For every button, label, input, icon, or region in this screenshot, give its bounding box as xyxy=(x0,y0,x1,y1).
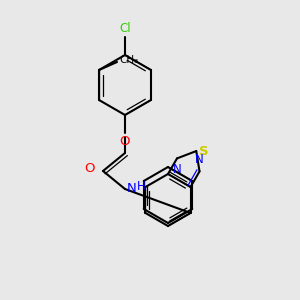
Text: H: H xyxy=(137,181,146,194)
Text: CH₃: CH₃ xyxy=(119,55,138,65)
Text: N: N xyxy=(195,153,204,167)
Text: Cl: Cl xyxy=(119,22,131,35)
Text: O: O xyxy=(85,163,95,176)
Text: N: N xyxy=(172,164,182,176)
Text: N: N xyxy=(127,182,137,196)
Text: S: S xyxy=(199,145,209,158)
Text: O: O xyxy=(120,135,130,148)
